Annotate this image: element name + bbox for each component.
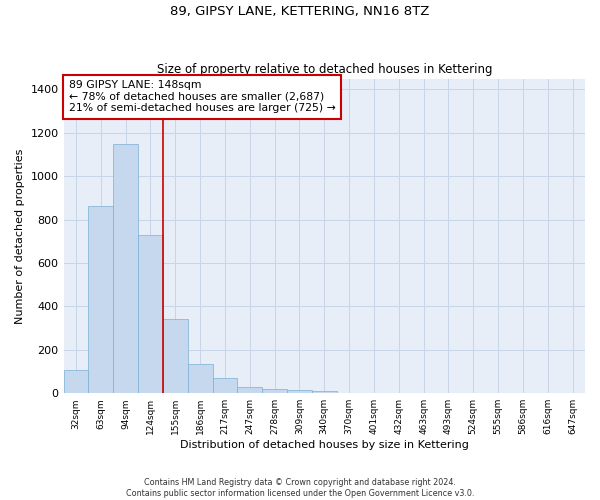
Text: 89 GIPSY LANE: 148sqm
← 78% of detached houses are smaller (2,687)
21% of semi-d: 89 GIPSY LANE: 148sqm ← 78% of detached … [69, 80, 335, 114]
Bar [212, 378, 238, 393]
Bar [64, 370, 88, 393]
Bar [238, 386, 262, 393]
Bar [262, 389, 287, 393]
Text: 89, GIPSY LANE, KETTERING, NN16 8TZ: 89, GIPSY LANE, KETTERING, NN16 8TZ [170, 5, 430, 18]
Bar [312, 391, 337, 393]
Y-axis label: Number of detached properties: Number of detached properties [15, 148, 25, 324]
Bar [113, 144, 138, 393]
Bar [163, 320, 188, 393]
Bar [88, 206, 113, 393]
Title: Size of property relative to detached houses in Kettering: Size of property relative to detached ho… [157, 63, 492, 76]
Bar [138, 235, 163, 393]
Text: Contains HM Land Registry data © Crown copyright and database right 2024.
Contai: Contains HM Land Registry data © Crown c… [126, 478, 474, 498]
Bar [188, 364, 212, 393]
Bar [287, 390, 312, 393]
X-axis label: Distribution of detached houses by size in Kettering: Distribution of detached houses by size … [180, 440, 469, 450]
